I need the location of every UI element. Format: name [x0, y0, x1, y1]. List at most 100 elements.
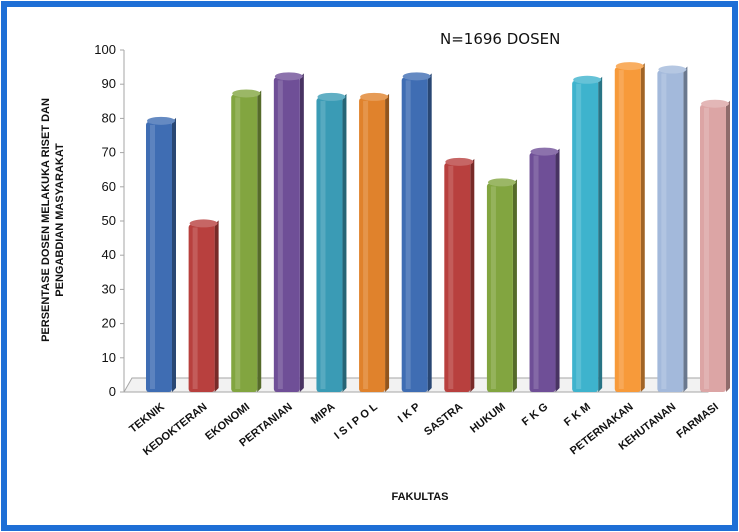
bar-side: [172, 117, 176, 392]
bar-side: [427, 73, 432, 393]
x-tick-label: TEKNIK: [127, 401, 167, 436]
y-tick-label: 100: [94, 42, 116, 57]
bar-side: [342, 93, 347, 392]
y-axis-title-line-1: PERSENTASE DOSEN MELAKUKA RISET DAN: [40, 98, 52, 342]
bar-side: [299, 73, 304, 393]
bar-side: [214, 220, 219, 392]
bar-cap: [317, 92, 346, 101]
bar-front: [231, 94, 258, 393]
x-tick-label: MIPA: [309, 401, 337, 427]
bar-side: [555, 148, 560, 392]
y-tick-label: 60: [102, 179, 116, 194]
bar-front: [614, 67, 641, 392]
bar-front: [359, 97, 386, 392]
bar-highlight: [661, 73, 667, 390]
bar-highlight: [448, 165, 454, 389]
bar-front: [316, 97, 343, 392]
bar-front: [572, 80, 599, 392]
bar-side: [385, 93, 390, 392]
y-axis-ticks: 0 10 20 30 40 50 60 70 80 90 100: [94, 42, 124, 399]
bars-group: [146, 62, 730, 393]
bar-highlight: [618, 70, 624, 389]
bar-front: [657, 70, 684, 393]
bar-cap: [573, 75, 602, 84]
bar-12: [614, 62, 645, 392]
bar-cap: [487, 178, 516, 187]
bar-1: [146, 116, 176, 392]
bar-highlight: [490, 186, 496, 389]
bar-side: [470, 158, 475, 392]
bar-side: [257, 90, 262, 393]
bar-cap: [701, 99, 729, 108]
bar-2: [188, 219, 219, 392]
bar-cap: [445, 157, 474, 166]
bar-highlight: [405, 80, 411, 390]
bar-highlight: [533, 155, 539, 389]
bar-cap: [658, 65, 687, 74]
x-tick-label: F K M: [562, 401, 593, 429]
bar-7: [401, 72, 432, 393]
bar-front: [146, 121, 172, 392]
bar-highlight: [704, 107, 709, 389]
y-tick-label: 0: [109, 384, 116, 399]
x-tick-label: F K G: [520, 401, 551, 429]
bar-highlight: [192, 227, 198, 389]
bar-5: [316, 92, 347, 392]
bar-3: [231, 89, 262, 393]
y-tick-label: 40: [102, 247, 116, 262]
bar-cap: [530, 147, 559, 156]
bar-4: [273, 72, 304, 393]
x-tick-label: SASTRA: [422, 401, 465, 438]
bar-highlight: [235, 97, 241, 390]
bar-10: [529, 147, 560, 392]
bar-6: [359, 92, 390, 392]
annotation-text: N=1696 DOSEN: [440, 30, 560, 48]
bar-13: [657, 65, 688, 393]
bar-cap: [147, 116, 175, 125]
y-tick-label: 10: [102, 350, 116, 365]
bar-front: [188, 224, 215, 392]
bar-side: [512, 179, 517, 392]
bar-cap: [232, 89, 261, 98]
bar-front: [700, 104, 726, 392]
y-axis-title-line-2: PENGABDIAN MASYARAKAT: [54, 143, 66, 297]
bar-side: [640, 63, 645, 392]
bar-side: [726, 100, 730, 392]
x-tick-label: FARMASI: [674, 401, 720, 441]
x-tick-label: I K P: [396, 401, 423, 426]
bar-front: [444, 162, 471, 392]
y-tick-label: 70: [102, 145, 116, 160]
bar-front: [529, 152, 556, 392]
bar-11: [572, 75, 603, 392]
bar-cap: [274, 72, 303, 81]
bar-highlight: [320, 100, 326, 389]
bar-front: [486, 183, 513, 392]
y-tick-label: 90: [102, 76, 116, 91]
bar-cap: [360, 92, 389, 101]
bar-14: [700, 99, 730, 392]
x-tick-label: HUKUM: [468, 401, 508, 436]
bar-cap: [189, 219, 218, 228]
y-tick-label: 50: [102, 213, 116, 228]
bar-highlight: [150, 124, 155, 389]
bar-side: [683, 66, 688, 393]
x-tick-label: I S I P O L: [332, 401, 380, 442]
bar-front: [273, 77, 300, 393]
bar-9: [486, 178, 517, 392]
bar-side: [598, 76, 603, 392]
x-axis-title: FAKULTAS: [391, 491, 448, 503]
bar-front: [401, 77, 428, 393]
bar-cap: [615, 62, 644, 71]
bar-8: [444, 157, 475, 392]
y-tick-label: 30: [102, 281, 116, 296]
bar-highlight: [277, 80, 283, 390]
bar-highlight: [576, 83, 582, 389]
bar-cap: [402, 72, 431, 81]
y-tick-label: 80: [102, 110, 116, 125]
y-tick-label: 20: [102, 316, 116, 331]
bar-highlight: [363, 100, 369, 389]
